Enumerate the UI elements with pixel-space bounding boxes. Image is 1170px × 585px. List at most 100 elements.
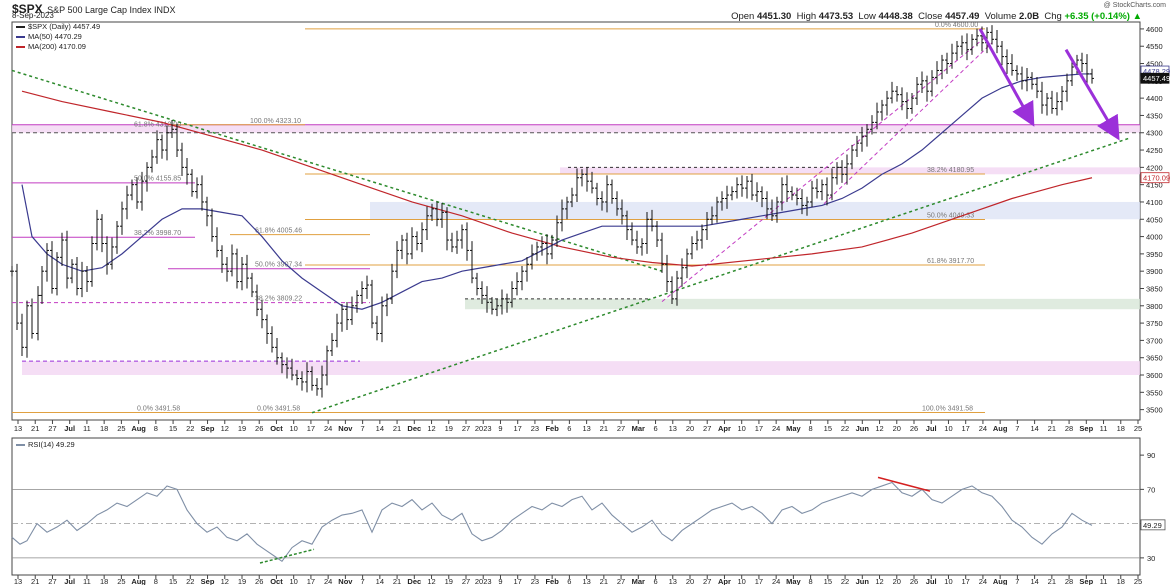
price-y-tick-label: 3700 xyxy=(1146,336,1163,345)
price-y-tick-label: 3900 xyxy=(1146,267,1163,276)
x-tick-label-rsi: Aug xyxy=(131,577,146,585)
volume-value: 2.0B xyxy=(1019,11,1040,22)
price-y-tick-label: 3950 xyxy=(1146,250,1163,259)
x-tick-label-rsi: 12 xyxy=(221,577,229,585)
x-tick-label-rsi: 22 xyxy=(186,577,194,585)
x-tick-label: 12 xyxy=(875,424,883,433)
x-tick-label: 24 xyxy=(979,424,987,433)
price-y-tick-label: 4600 xyxy=(1146,25,1163,34)
x-tick-label: 17 xyxy=(514,424,522,433)
x-tick-label: 7 xyxy=(1015,424,1019,433)
price-y-tick-label: 3850 xyxy=(1146,284,1163,293)
x-tick-label: Mar xyxy=(632,424,645,433)
price-y-tick-label: 4200 xyxy=(1146,163,1163,172)
zone-pink-mid xyxy=(560,167,1140,175)
fib-level-label: 50.0% 4049.33 xyxy=(927,213,974,220)
x-tick-label-rsi: 24 xyxy=(979,577,987,585)
x-tick-label-rsi: 27 xyxy=(462,577,470,585)
rsi-panel-frame xyxy=(11,437,1141,576)
x-tick-label: 21 xyxy=(393,424,401,433)
chart-date: 8-Sep-2023 xyxy=(12,11,54,20)
ma50-swatch xyxy=(16,36,25,39)
x-tick-label-rsi: 27 xyxy=(48,577,56,585)
x-tick-label: 14 xyxy=(1030,424,1038,433)
x-tick-label-rsi: 15 xyxy=(169,577,177,585)
x-tick-label-rsi: 19 xyxy=(445,577,453,585)
x-tick-label: May xyxy=(786,424,801,433)
rsi-y-tick-label: 70 xyxy=(1147,485,1155,494)
price-swatch xyxy=(16,26,25,29)
x-tick-label: 2023 xyxy=(475,424,492,433)
x-tick-label-rsi: 17 xyxy=(755,577,763,585)
ma200-swatch xyxy=(16,46,25,49)
legend-ma200-label: MA(200) 4170.09 xyxy=(28,42,86,51)
x-tick-label-rsi: 7 xyxy=(1015,577,1019,585)
chg-arrow-icon: ▲ xyxy=(1132,11,1142,22)
x-tick-label-rsi: Jul xyxy=(64,577,75,585)
chart-title: $SPX S&P 500 Large Cap Index INDX xyxy=(12,0,176,18)
rsi-swatch xyxy=(16,444,25,447)
price-y-tick-label: 3500 xyxy=(1146,406,1163,415)
x-tick-label: 24 xyxy=(772,424,780,433)
x-tick-label: 27 xyxy=(48,424,56,433)
x-tick-label: Dec xyxy=(407,424,421,433)
price-axis-marker-label: 4170.09 xyxy=(1143,174,1170,183)
x-tick-label-rsi: 6 xyxy=(567,577,571,585)
x-tick-label-rsi: 23 xyxy=(531,577,539,585)
x-tick-label: 27 xyxy=(703,424,711,433)
x-tick-label-rsi: 25 xyxy=(1134,577,1142,585)
rsi-axis-marker-label: 49.29 xyxy=(1143,521,1162,530)
x-tick-label-rsi: 26 xyxy=(255,577,263,585)
x-tick-label-rsi: 14 xyxy=(1030,577,1038,585)
zone-pink-lower xyxy=(22,361,1140,376)
price-y-tick-label: 4300 xyxy=(1146,129,1163,138)
downtrend-line xyxy=(11,69,663,272)
x-tick-label: 10 xyxy=(738,424,746,433)
x-tick-label: 28 xyxy=(1065,424,1073,433)
low-value: 4448.38 xyxy=(878,11,913,22)
price-y-tick-label: 4500 xyxy=(1146,60,1163,69)
x-tick-label-rsi: 21 xyxy=(31,577,39,585)
price-y-tick-label: 4250 xyxy=(1146,146,1163,155)
x-tick-label-rsi: 13 xyxy=(14,577,22,585)
x-tick-label-rsi: 20 xyxy=(893,577,901,585)
price-y-tick-label: 3800 xyxy=(1146,302,1163,311)
fib-level-label: 50.0% 3907.34 xyxy=(255,262,302,269)
x-tick-label-rsi: 9 xyxy=(498,577,502,585)
x-tick-label-rsi: 17 xyxy=(962,577,970,585)
x-tick-label: 10 xyxy=(290,424,298,433)
chg-value: +6.35 (+0.14%) xyxy=(1064,11,1130,22)
x-tick-label: 22 xyxy=(186,424,194,433)
price-y-tick-label: 4400 xyxy=(1146,94,1163,103)
x-tick-label: 13 xyxy=(14,424,22,433)
x-tick-label: 26 xyxy=(910,424,918,433)
x-tick-label-rsi: Dec xyxy=(407,577,421,585)
price-y-tick-label: 4100 xyxy=(1146,198,1163,207)
fib-level-label: 50.0% 4155.85 xyxy=(134,176,181,183)
x-tick-label: 7 xyxy=(361,424,365,433)
price-y-tick-label: 3600 xyxy=(1146,371,1163,380)
ohlc-readout: Open 4451.30 High 4473.53 Low 4448.38 Cl… xyxy=(731,11,1142,22)
symbol-label: $SPX xyxy=(12,2,43,16)
x-tick-label: Jul xyxy=(64,424,75,433)
price-axis-marker-label: 4478.29 xyxy=(1143,67,1170,76)
x-tick-label: 15 xyxy=(169,424,177,433)
x-tick-label-rsi: 10 xyxy=(944,577,952,585)
x-tick-label: 11 xyxy=(83,424,91,433)
x-tick-label-rsi: Sep xyxy=(201,577,215,585)
low-label: Low xyxy=(858,11,876,22)
x-tick-label: Oct xyxy=(270,424,283,433)
x-tick-label-rsi: 12 xyxy=(427,577,435,585)
x-tick-label: 21 xyxy=(600,424,608,433)
legend-price-label: $SPX (Daily) 4457.49 xyxy=(28,22,101,31)
x-tick-label: Nov xyxy=(338,424,353,433)
x-tick-label-rsi: 15 xyxy=(824,577,832,585)
x-tick-label-rsi: 8 xyxy=(154,577,158,585)
x-tick-label: 12 xyxy=(221,424,229,433)
price-y-tick-label: 4050 xyxy=(1146,215,1163,224)
rsi-axis-marker xyxy=(1140,519,1166,531)
fib-level-label: 100.0% 4323.10 xyxy=(250,118,301,125)
rsi-y-tick-label: 90 xyxy=(1147,451,1155,460)
x-tick-label: 21 xyxy=(31,424,39,433)
rsi-positive-divergence xyxy=(259,548,315,564)
